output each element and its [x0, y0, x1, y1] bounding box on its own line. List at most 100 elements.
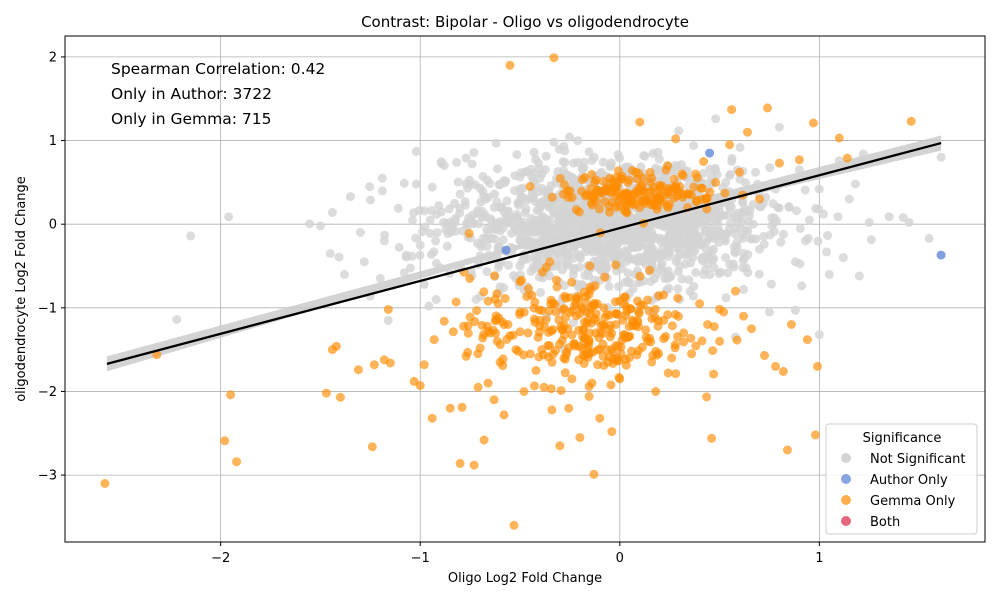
- legend-label-both: Both: [870, 515, 900, 530]
- point-gemma-only: [671, 134, 681, 144]
- point-gemma-only: [547, 192, 557, 202]
- point-gemma-only: [549, 53, 559, 63]
- point-gemma-only: [615, 374, 625, 384]
- point-gemma-only: [687, 349, 697, 359]
- point-gemma-only: [616, 349, 626, 359]
- point-gemma-only: [727, 105, 737, 115]
- point-gemma-only: [808, 118, 818, 128]
- point-not-significant: [515, 184, 525, 194]
- point-not-significant: [612, 238, 622, 247]
- point-not-significant: [838, 253, 848, 263]
- point-gemma-only: [455, 458, 465, 468]
- point-not-significant: [355, 228, 365, 237]
- point-gemma-only: [686, 333, 696, 343]
- point-not-significant: [401, 252, 411, 262]
- point-not-significant: [629, 225, 639, 235]
- point-gemma-only: [463, 328, 473, 338]
- point-not-significant: [531, 228, 541, 238]
- point-not-significant: [711, 114, 721, 124]
- point-not-significant: [604, 282, 614, 291]
- point-not-significant: [375, 274, 385, 283]
- point-gemma-only: [691, 341, 701, 351]
- point-not-significant: [359, 257, 369, 267]
- point-not-significant: [485, 179, 495, 188]
- point-gemma-only: [794, 155, 804, 165]
- point-not-significant: [522, 225, 532, 235]
- point-gemma-only: [592, 299, 602, 309]
- point-not-significant: [469, 219, 478, 229]
- y-tick-label: 1: [49, 134, 57, 149]
- point-not-significant: [739, 284, 748, 294]
- point-not-significant: [569, 265, 579, 275]
- point-gemma-only: [547, 405, 557, 415]
- x-tick-label: −2: [211, 551, 230, 566]
- point-not-significant: [453, 177, 463, 187]
- point-not-significant: [858, 149, 868, 159]
- point-gemma-only: [567, 374, 577, 384]
- point-not-significant: [645, 249, 655, 258]
- point-gemma-only: [478, 333, 488, 343]
- point-gemma-only: [684, 189, 694, 199]
- point-gemma-only: [477, 320, 487, 330]
- point-not-significant: [924, 233, 934, 243]
- point-gemma-only: [493, 299, 503, 309]
- point-not-significant: [813, 236, 823, 246]
- point-not-significant: [656, 233, 666, 243]
- point-not-significant: [431, 236, 441, 246]
- point-not-significant: [657, 259, 667, 269]
- point-gemma-only: [667, 321, 677, 331]
- point-not-significant: [535, 203, 545, 213]
- point-not-significant: [425, 228, 435, 238]
- plot-frame: [64, 35, 986, 543]
- point-gemma-only: [593, 360, 603, 370]
- point-gemma-only: [638, 300, 648, 310]
- point-gemma-only: [577, 186, 587, 196]
- point-not-significant: [664, 283, 674, 293]
- point-gemma-only: [641, 325, 651, 335]
- point-gemma-only: [534, 352, 544, 362]
- point-gemma-only: [546, 384, 556, 394]
- point-not-significant: [334, 252, 344, 262]
- y-axis-label: oligodendrocyte Log2 Fold Change: [14, 176, 29, 402]
- point-not-significant: [834, 156, 844, 166]
- point-gemma-only: [547, 326, 557, 336]
- point-not-significant: [800, 185, 810, 195]
- point-not-significant: [631, 238, 641, 248]
- point-not-significant: [505, 214, 515, 224]
- point-not-significant: [774, 122, 784, 132]
- point-gemma-only: [472, 306, 482, 316]
- point-gemma-only: [561, 313, 570, 323]
- point-gemma-only: [677, 169, 687, 179]
- point-not-significant: [434, 201, 444, 211]
- point-not-significant: [623, 268, 633, 278]
- point-gemma-only: [559, 353, 569, 363]
- point-not-significant: [419, 279, 429, 289]
- point-not-significant: [519, 217, 529, 227]
- point-not-significant: [445, 223, 455, 233]
- point-not-significant: [471, 295, 481, 304]
- legend-label-gemma-only: Gemma Only: [870, 494, 956, 509]
- point-not-significant: [602, 263, 612, 273]
- point-not-significant: [581, 226, 591, 236]
- point-gemma-only: [611, 309, 621, 319]
- point-not-significant: [715, 201, 725, 211]
- point-not-significant: [706, 212, 716, 222]
- point-gemma-only: [570, 341, 580, 351]
- point-not-significant: [735, 142, 745, 152]
- point-gemma-only: [731, 286, 740, 296]
- point-gemma-only: [584, 391, 594, 401]
- point-not-significant: [515, 261, 525, 271]
- point-gemma-only: [585, 282, 595, 292]
- point-not-significant: [394, 242, 404, 252]
- point-gemma-only: [610, 183, 620, 193]
- point-not-significant: [573, 230, 583, 239]
- point-not-significant: [726, 202, 736, 212]
- point-not-significant: [573, 136, 583, 146]
- point-gemma-only: [707, 433, 717, 443]
- legend-marker-author-only: [841, 474, 851, 484]
- point-gemma-only: [535, 315, 545, 325]
- point-not-significant: [431, 295, 441, 304]
- point-gemma-only: [595, 413, 605, 423]
- point-not-significant: [753, 179, 762, 189]
